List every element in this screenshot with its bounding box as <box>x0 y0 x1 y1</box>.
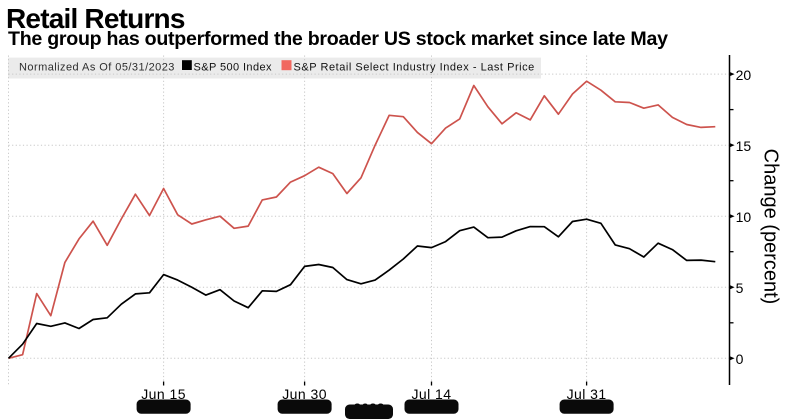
svg-text:20: 20 <box>736 67 752 83</box>
svg-text:S&P 500 Index: S&P 500 Index <box>194 62 272 74</box>
svg-text:10: 10 <box>736 209 752 225</box>
svg-text:5: 5 <box>736 280 744 296</box>
svg-text:Change (percent): Change (percent) <box>759 149 781 305</box>
svg-text:Normalized As Of 05/31/2023: Normalized As Of 05/31/2023 <box>19 62 175 74</box>
svg-text:0: 0 <box>736 351 744 367</box>
svg-text:Jun 15: Jun 15 <box>141 386 186 402</box>
svg-text:Jun 30: Jun 30 <box>282 386 327 402</box>
svg-text:Jul 14: Jul 14 <box>411 386 451 402</box>
svg-text:15: 15 <box>736 138 752 154</box>
svg-text:S&P Retail Select Industry Ind: S&P Retail Select Industry Index - Last … <box>294 62 535 74</box>
svg-text:Jul 31: Jul 31 <box>567 386 607 402</box>
